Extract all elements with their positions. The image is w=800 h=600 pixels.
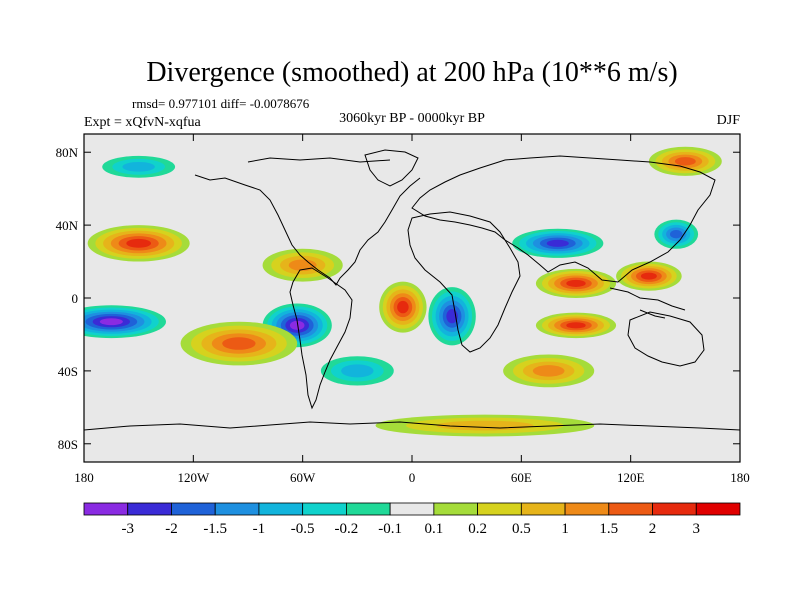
stats-label: rmsd= 0.977101 diff= -0.0078676 (132, 96, 310, 111)
colorbar-swatch (345, 502, 391, 516)
x-tick-label: 180 (74, 470, 94, 485)
experiment-label: Expt = xQfvN-xqfua (84, 115, 202, 130)
colorbar-swatch (695, 502, 741, 516)
colorbar-label: -1 (253, 521, 266, 537)
antarctica-coast (84, 421, 740, 431)
x-tick-label: 180 (730, 470, 750, 485)
x-tick-label: 0 (409, 470, 416, 485)
colorbar-label: 1.5 (599, 521, 618, 537)
axis-ticks: 180 120W 60W 0 60E 120E 180 80N 40N 0 40S 80S (56, 134, 750, 485)
colorbar-label: -0.1 (378, 521, 402, 537)
y-tick-label: 80S (58, 437, 78, 452)
y-tick-label: 40S (58, 364, 78, 379)
period-label: 3060kyr BP - 0000kyr BP (339, 111, 485, 126)
y-tick-label: 0 (72, 291, 79, 306)
feature-n-pacific-minimum (102, 155, 176, 178)
contour-band (122, 161, 155, 172)
colorbar-swatch (477, 502, 522, 516)
contour-band (99, 318, 123, 326)
x-tick-label: 120E (617, 470, 645, 485)
x-tick-label: 120W (177, 470, 210, 485)
feature-india-maximum (535, 268, 617, 298)
colorbar-swatch (127, 502, 172, 516)
contour-band (126, 238, 152, 248)
colorbar-swatch (171, 502, 216, 516)
contour-band (566, 322, 586, 329)
feature-s-pacific-maximum (180, 321, 298, 366)
feature-atlantic-maximum (379, 281, 427, 333)
colorbar-label: -1.5 (203, 521, 227, 537)
colorbar-swatch (608, 502, 653, 516)
north-america-coast (194, 157, 421, 286)
colorbar-swatch (389, 502, 435, 516)
colorbar-label: -0.2 (335, 521, 359, 537)
coastlines (84, 149, 740, 431)
greenland-coast (364, 149, 419, 187)
contour-band (289, 320, 305, 330)
y-tick-label: 80N (56, 145, 79, 160)
feature-caribbean-maximum (262, 248, 343, 282)
colorbar-label: 0.1 (424, 521, 443, 537)
feature-s-atlantic-minimum (428, 287, 476, 346)
south-america-coast (289, 267, 353, 410)
colorbar-swatch (520, 502, 566, 516)
africa-coast (407, 211, 521, 353)
feature-asia-minimum (512, 228, 604, 258)
colorbar-label: 2 (649, 521, 657, 537)
y-tick-label: 40N (56, 218, 79, 233)
contour-band (640, 272, 657, 280)
contour-band (222, 337, 256, 350)
feature-nw-pacific-minimum (654, 219, 699, 249)
contour-band (397, 300, 409, 314)
colorbar-label: -3 (121, 521, 134, 537)
colorbar-swatch (258, 502, 304, 516)
colorbar-label: -2 (165, 521, 178, 537)
contour-band (674, 157, 696, 166)
feature-indian-ocean-maximum (535, 312, 617, 339)
x-tick-label: 60E (511, 470, 532, 485)
colorbar-swatch (652, 502, 697, 516)
x-tick-label: 60W (290, 470, 316, 485)
contour-band (532, 365, 565, 377)
colorbar-label: 0.2 (468, 521, 487, 537)
contour-band (546, 239, 569, 247)
colorbar-swatch (433, 502, 479, 516)
feature-s-indian-maximum (503, 354, 595, 388)
contour-band (341, 364, 374, 378)
eurasia-coast (411, 155, 716, 283)
colorbar-label: 1 (561, 521, 569, 537)
colorbar-label: -0.5 (291, 521, 315, 537)
colorbar-swatch (564, 502, 610, 516)
colorbar-label: 3 (693, 521, 701, 537)
contour-band (669, 230, 683, 239)
feature-arctic-maximum (648, 146, 722, 176)
australia-coast (627, 311, 705, 367)
colorbar-swatch (302, 502, 347, 516)
colorbar-label: 0.5 (512, 521, 531, 537)
season-label: DJF (717, 113, 741, 128)
colorbar-swatch (214, 502, 260, 516)
feature-s-pacific-minimum (84, 305, 166, 339)
maritime-continent-coast (609, 287, 686, 319)
feature-maritime-maximum (616, 261, 682, 291)
chart-title: Divergence (smoothed) at 200 hPa (10**6 … (146, 57, 677, 88)
colorbar: -3 -2 -1.5 -1 -0.5 -0.2 -0.1 0.1 0.2 0.5 1 1.5 2 3 (83, 502, 741, 537)
feature-s-atlantic-minimum-2 (320, 356, 394, 386)
contour-band (566, 279, 586, 287)
colorbar-swatch (83, 502, 129, 516)
feature-ne-pacific-maximum (87, 225, 190, 262)
